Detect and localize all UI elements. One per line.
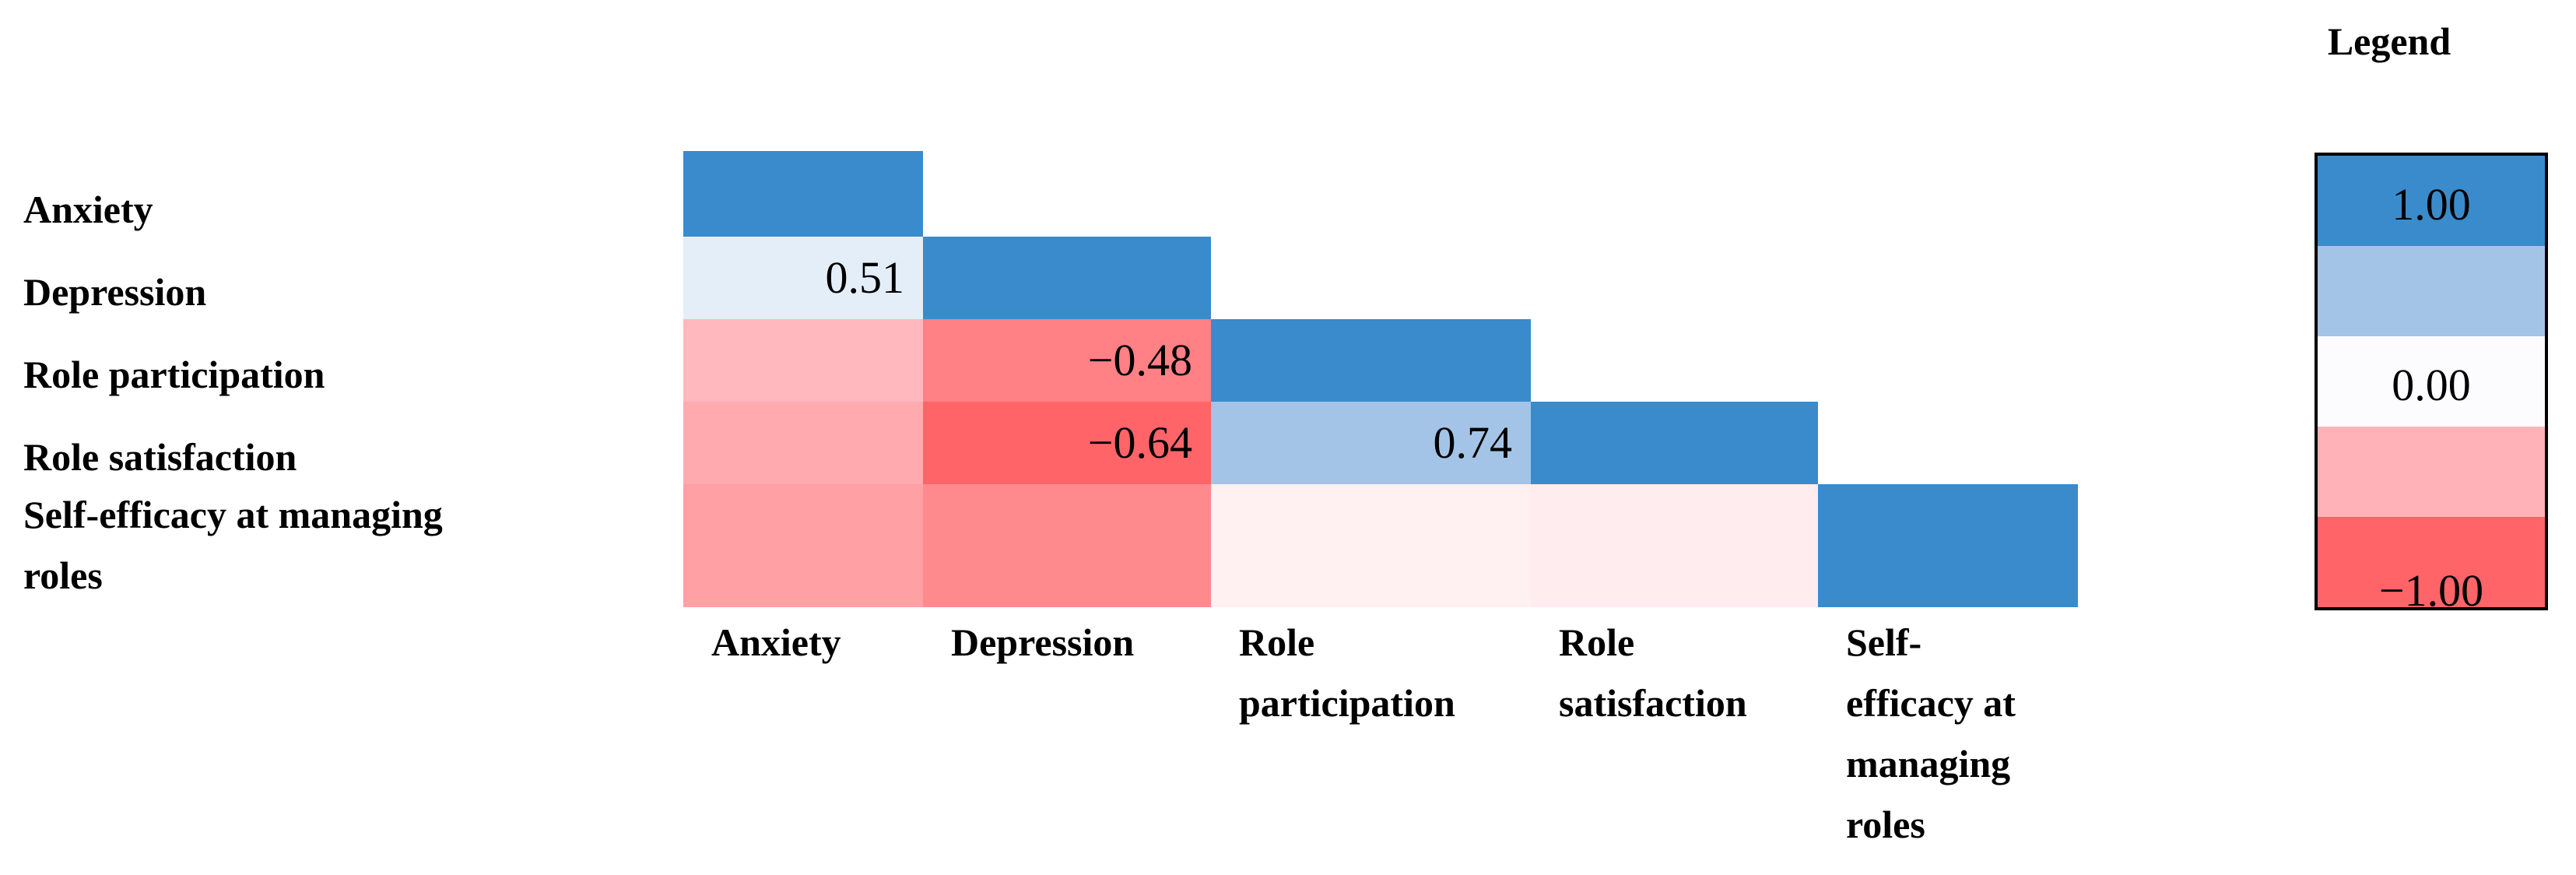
heatmap-cell-r1-c0 [683,237,923,319]
row-label: Self-efficacy at managing roles [23,493,443,597]
legend-value-label: 0.00 [2392,360,2471,410]
heatmap-cell-r3-c0 [683,402,923,484]
row-label: Role participation [23,353,325,396]
cell-value-label: −0.64 [1087,417,1192,468]
cell-value-label: 0.51 [825,252,905,303]
legend-value-label: −1.00 [2378,565,2484,610]
row-label: Role satisfaction [23,435,297,479]
column-label: Anxiety [711,620,841,664]
heatmap-cell-r4-c1 [923,484,1211,607]
legend-band [2318,336,2545,427]
heatmap-cell-r1-c1 [923,237,1211,319]
cell-value-label: 0.74 [1433,417,1513,468]
column-label: Role satisfaction [1559,620,1747,725]
heatmap-cell-r4-c0 [683,484,923,607]
legend-band [2318,517,2545,607]
heatmap-cell-r3-c1 [923,402,1211,484]
heatmap-cell-r2-c0 [683,319,923,402]
column-label: Self- efficacy at managing roles [1846,620,2016,846]
column-label: Depression [951,620,1135,664]
legend-title: Legend [2327,19,2451,63]
heatmap-cell-r3-c2 [1211,402,1531,484]
legend-band [2318,246,2545,337]
heatmap-cell-r2-c1 [923,319,1211,402]
legend-band [2318,427,2545,518]
column-label: Role participation [1239,620,1455,725]
row-label: Depression [23,270,207,314]
heatmap-cell-r2-c2 [1211,319,1531,402]
heatmap-cell-r4-c4 [1818,484,2078,607]
legend-band [2318,156,2545,247]
row-label: Anxiety [23,188,153,231]
cell-value-label: −0.48 [1087,335,1192,385]
legend-box: 1.00 0.00 −1.00 [2315,153,2548,610]
heatmap-cell-r0-c0 [683,151,923,237]
heatmap-cell-r4-c2 [1211,484,1531,607]
legend-value-label: 1.00 [2392,179,2471,230]
heatmap-cell-r4-c3 [1531,484,1818,607]
heatmap-cell-r3-c3 [1531,402,1818,484]
